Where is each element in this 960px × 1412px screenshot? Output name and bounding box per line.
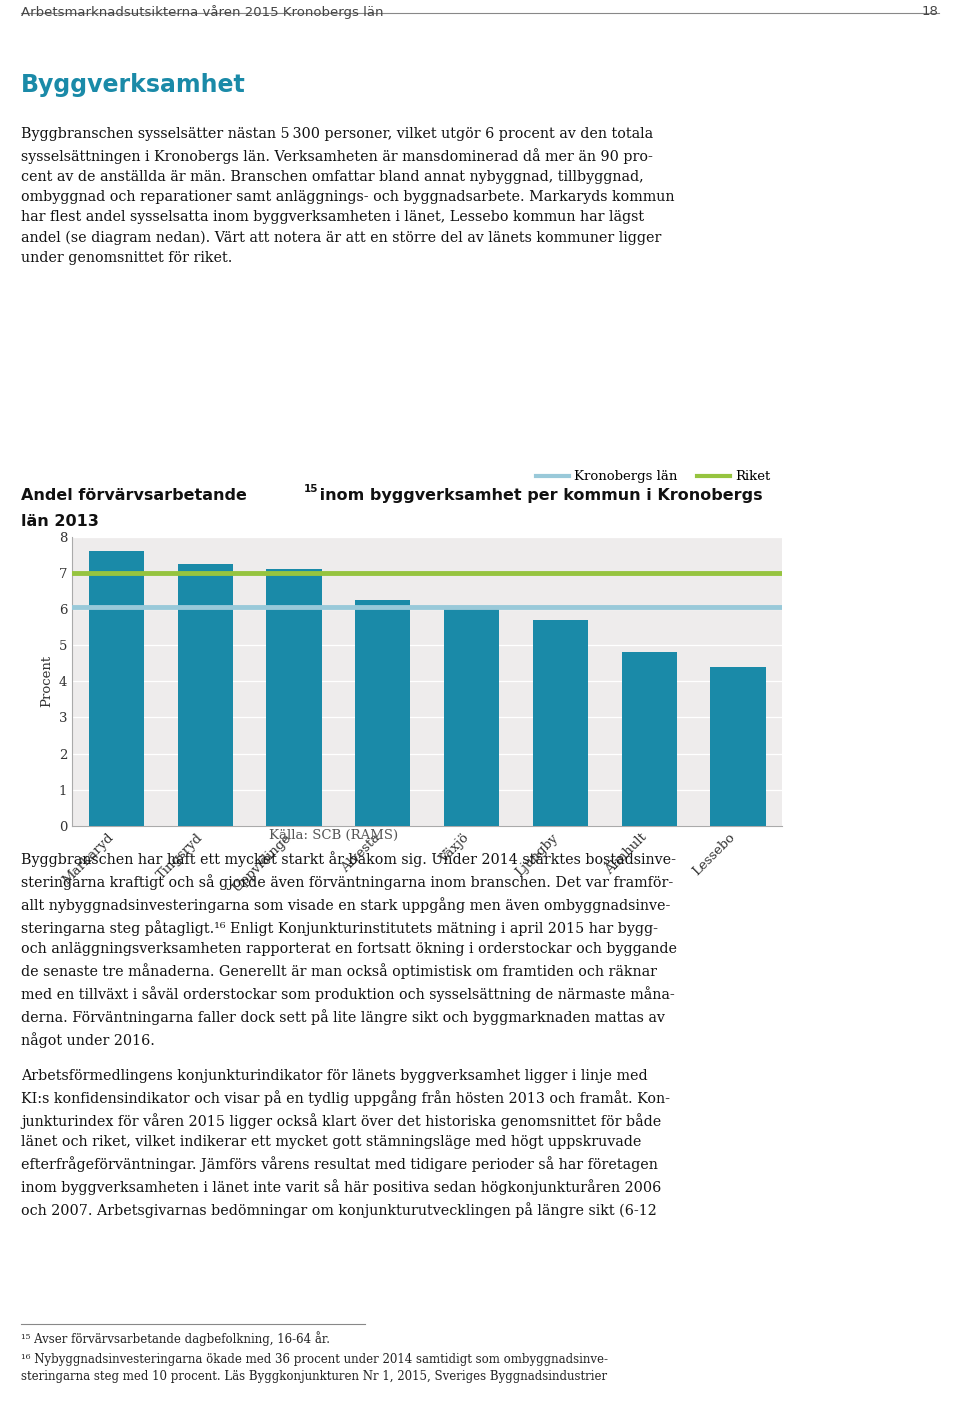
Text: ¹⁶ Nybyggnadsinvesteringarna ökade med 36 procent under 2014 samtidigt som ombyg: ¹⁶ Nybyggnadsinvesteringarna ökade med 3…: [21, 1353, 608, 1384]
Bar: [355, 600, 410, 826]
Text: inom byggverksamhet per kommun i Kronobergs: inom byggverksamhet per kommun i Kronobe…: [314, 487, 762, 503]
Bar: [178, 563, 232, 826]
Text: län 2013: län 2013: [21, 514, 99, 530]
Text: Arbetsförmedlingens konjunkturindikator för länets byggverksamhet ligger i linje: Arbetsförmedlingens konjunkturindikator …: [21, 1069, 670, 1217]
Text: 18: 18: [922, 4, 939, 18]
Text: ¹⁵ Avser förvärvsarbetande dagbefolkning, 16-64 år.: ¹⁵ Avser förvärvsarbetande dagbefolkning…: [21, 1332, 330, 1347]
Y-axis label: Procent: Procent: [40, 655, 53, 707]
Text: Källa: SCB (RAMS): Källa: SCB (RAMS): [269, 829, 398, 842]
Bar: [444, 609, 499, 826]
Text: Andel förvärvsarbetande: Andel förvärvsarbetande: [21, 487, 247, 503]
Bar: [89, 551, 144, 826]
Text: Byggbranschen sysselsätter nästan 5 300 personer, vilket utgör 6 procent av den : Byggbranschen sysselsätter nästan 5 300 …: [21, 127, 675, 265]
Legend: Kronobergs län, Riket: Kronobergs län, Riket: [530, 465, 776, 489]
Bar: [710, 666, 765, 826]
Bar: [622, 652, 677, 826]
Text: 15: 15: [303, 484, 318, 494]
Text: Byggverksamhet: Byggverksamhet: [21, 73, 246, 97]
Text: Arbetsmarknadsutsikterna våren 2015 Kronobergs län: Arbetsmarknadsutsikterna våren 2015 Kron…: [21, 4, 384, 18]
Bar: [267, 569, 322, 826]
Bar: [533, 620, 588, 826]
Text: Byggbranschen har haft ett mycket starkt år bakom sig. Under 2014 stärktes bosta: Byggbranschen har haft ett mycket starkt…: [21, 851, 677, 1048]
